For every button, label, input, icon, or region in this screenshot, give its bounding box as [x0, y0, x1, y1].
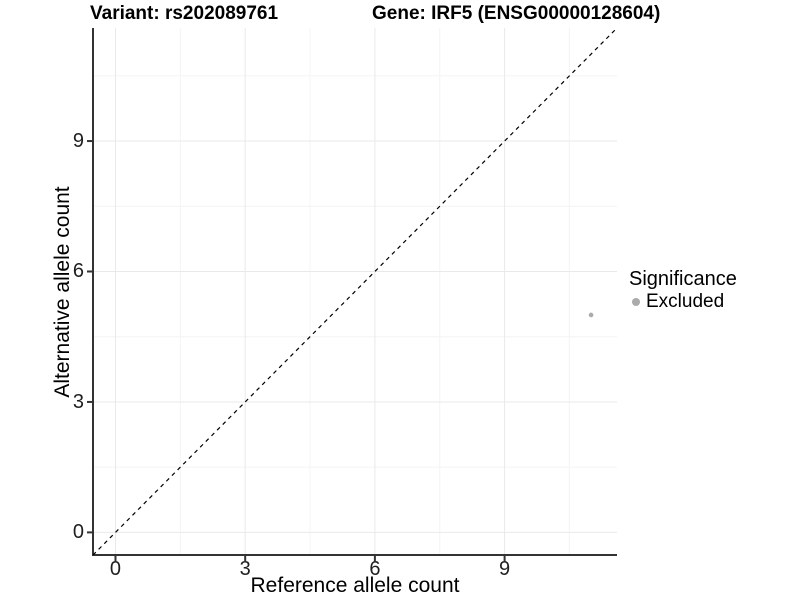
legend-item-excluded: Excluded: [629, 291, 737, 313]
y-tick-label: 9: [72, 130, 84, 153]
legend-title: Significance: [629, 268, 737, 290]
y-axis-title: Alternative allele count: [51, 186, 74, 398]
identity-reference-line: [92, 27, 618, 556]
y-tick-label: 0: [72, 521, 84, 544]
x-tick-label: 0: [109, 558, 122, 580]
y-tick-label: 6: [72, 260, 84, 283]
x-tick-label: 9: [499, 558, 511, 580]
plot-title-gene: Gene: IRF5 (ENSG00000128604): [372, 3, 661, 24]
plot-panel: [87, 27, 618, 561]
x-tick-label: 3: [239, 558, 251, 580]
data-point: [588, 312, 594, 318]
legend-point-icon: [632, 298, 640, 306]
plot-title-variant: Variant: rs202089761: [90, 3, 279, 24]
y-tick-label: 3: [72, 390, 84, 413]
x-axis-title: Reference allele count: [250, 574, 460, 597]
x-tick-label: 6: [369, 558, 381, 580]
legend: Significance Excluded: [629, 267, 737, 313]
chart-canvas: [87, 27, 618, 561]
legend-item-label: Excluded: [646, 291, 725, 312]
